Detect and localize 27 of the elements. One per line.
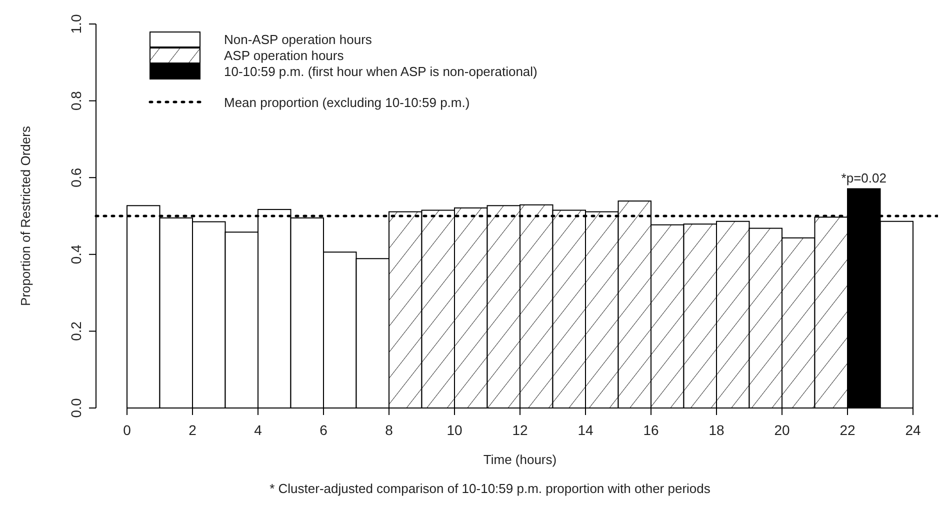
y-tick-label: 1.0 <box>68 14 84 34</box>
x-tick-label: 2 <box>188 422 197 438</box>
x-axis-title: Time (hours) <box>483 452 557 467</box>
x-tick-label: 18 <box>708 422 724 438</box>
x-tick-label: 14 <box>578 422 594 438</box>
text: * Cluster-adjusted comparison of 10-10:59 p.m. proportion with other periods <box>270 481 711 496</box>
x-tick-label: 16 <box>643 422 659 438</box>
x-tick-label: 12 <box>512 422 528 438</box>
x-tick-label: 8 <box>385 422 394 438</box>
legend-label: ASP operation hours <box>224 48 344 63</box>
legend-label: 10-10:59 p.m. (first hour when ASP is non-operational) <box>224 64 538 79</box>
x-tick-label: 0 <box>123 422 132 438</box>
legend-label: Non-ASP operation hours <box>224 32 372 47</box>
y-tick-label: 0.0 <box>68 398 84 418</box>
x-tick-label: 10 <box>446 422 462 438</box>
x-tick-label: 6 <box>320 422 328 438</box>
x-tick-label: 4 <box>254 422 262 438</box>
y-tick-label: 0.2 <box>68 321 84 341</box>
annotation: Mean proportion (excluding 10-10:59 p.m.) <box>224 95 470 110</box>
y-axis-title: Proportion of Restricted Orders <box>18 126 33 306</box>
y-tick-label: 0.6 <box>68 168 84 188</box>
y-tick-label: 0.4 <box>68 244 84 264</box>
annotation: *p=0.02 <box>841 170 886 186</box>
x-tick-label: 20 <box>774 422 790 438</box>
x-tick-label: 22 <box>840 422 856 438</box>
x-tick-label: 24 <box>905 422 921 438</box>
y-tick-label: 0.8 <box>68 90 84 111</box>
